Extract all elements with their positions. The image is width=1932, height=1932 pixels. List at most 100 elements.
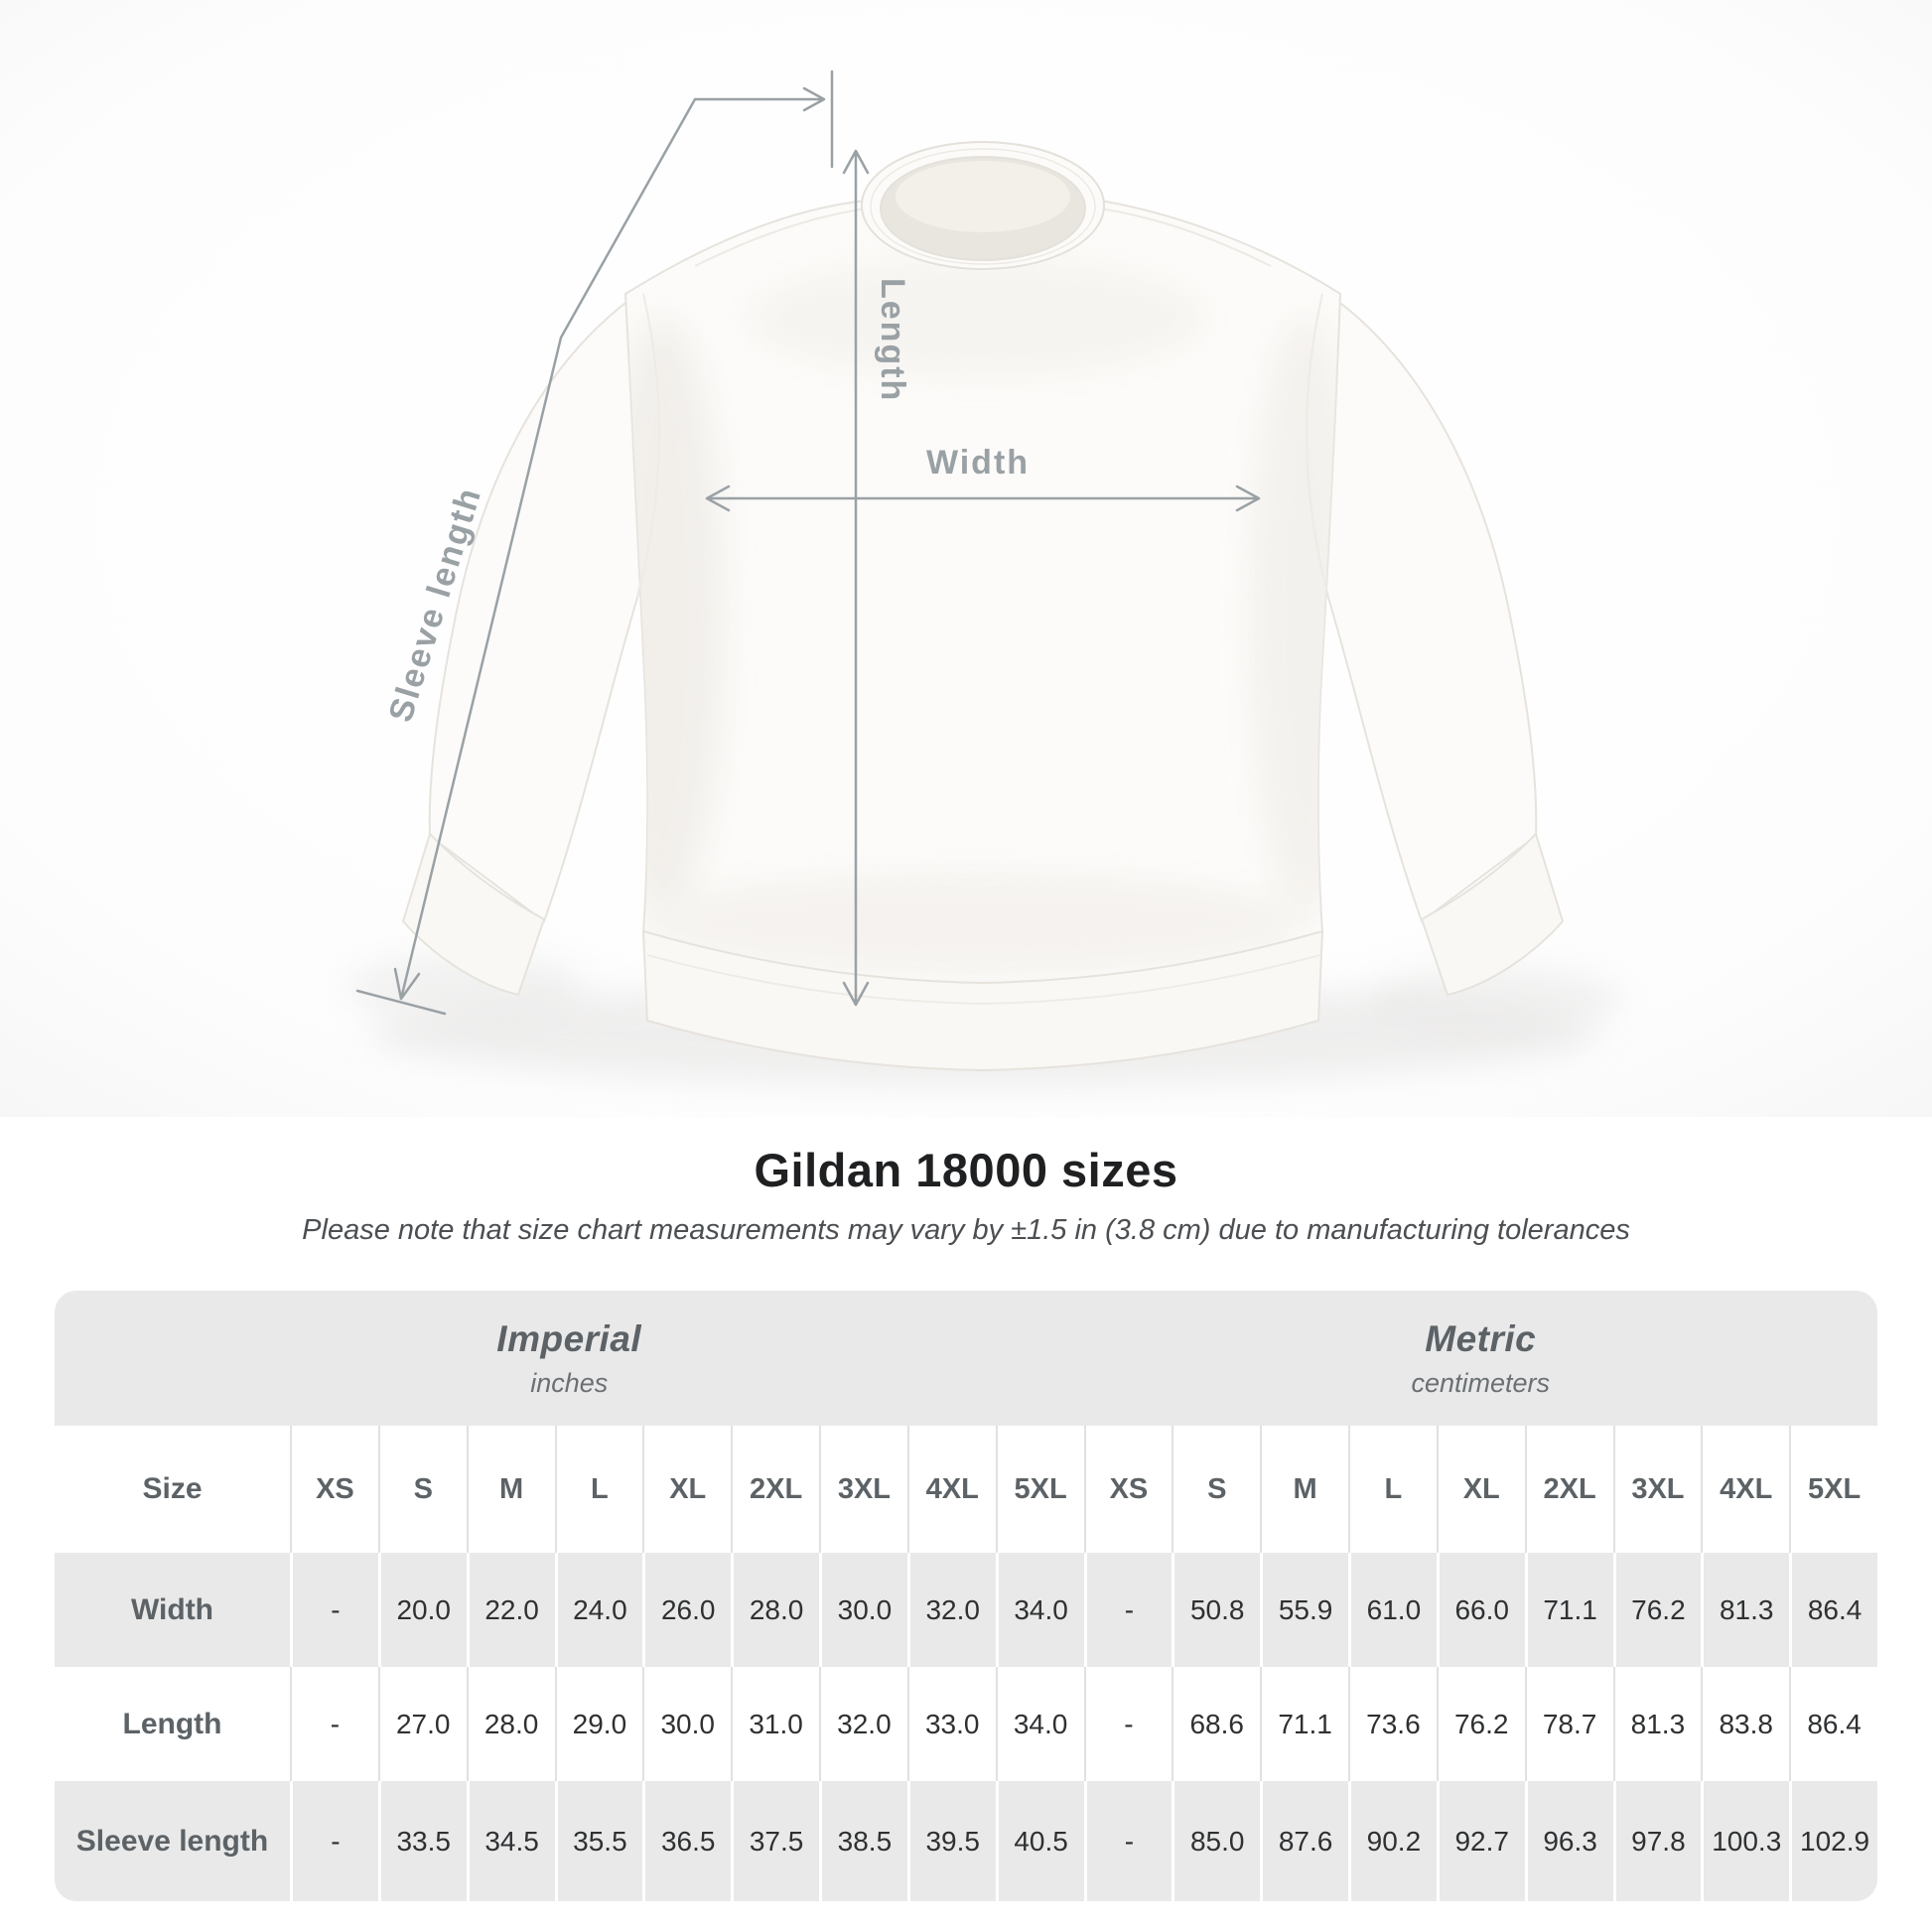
table-row-sleeve-length: Sleeve length - 33.5 34.5 35.5 36.5 37.5… [55,1781,1877,1901]
collar-band [861,141,1106,270]
table-cell: 81.3 [1701,1553,1789,1667]
table-cell: 34.5 [466,1781,555,1901]
table-cell: - [1083,1553,1173,1667]
table-cell: 34.0 [995,1667,1084,1781]
table-cell: 28.0 [731,1553,819,1667]
table-cell: 37.5 [731,1781,819,1901]
imperial-label: Imperial [496,1317,642,1359]
table-cell: 39.5 [906,1781,996,1901]
table-cell: 55.9 [1260,1553,1348,1667]
product-measurement-figure: Length Width Sleeve length [0,0,1932,1117]
row-label: Length [122,1707,222,1740]
table-cell: 34.0 [995,1553,1084,1667]
table-cell: 28.0 [466,1667,555,1781]
table-cell: 33.0 [906,1667,996,1781]
table-cell: 61.0 [1348,1553,1437,1667]
tolerance-note: Please note that size chart measurements… [302,1214,1630,1246]
column-header: S [1172,1426,1260,1553]
table-cell: 33.5 [377,1781,467,1901]
column-header: 4XL [1701,1426,1789,1553]
length-label: Length [874,278,911,402]
table-cell: 22.0 [466,1553,555,1667]
column-header: S [377,1426,467,1553]
dimension-lines [355,69,1261,1016]
metric-label: Metric [1425,1317,1537,1359]
table-cell: - [290,1667,378,1781]
unit-header-band: Imperial inches Metric centimeters [55,1291,1877,1426]
table-cell: 97.8 [1612,1781,1702,1901]
table-cell: 26.0 [642,1553,731,1667]
table-cell: 92.7 [1436,1781,1525,1901]
table-cell: 87.6 [1260,1781,1348,1901]
table-cell: 85.0 [1172,1781,1260,1901]
row-label: Sleeve length [75,1824,269,1858]
table-cell: - [1083,1781,1173,1901]
table-cell: 90.2 [1348,1781,1437,1901]
table-row-width: Width - 20.0 22.0 24.0 26.0 28.0 30.0 32… [55,1553,1877,1667]
table-cell: 66.0 [1436,1553,1525,1667]
imperial-unit: inches [530,1367,609,1398]
column-header: M [466,1426,555,1553]
table-cell: - [290,1781,378,1901]
column-header: 3XL [819,1426,907,1553]
table-cell: 83.8 [1701,1667,1789,1781]
table-cell: 29.0 [554,1667,643,1781]
column-header: 5XL [1789,1426,1877,1553]
table-cell: 24.0 [554,1553,643,1667]
column-header: 5XL [995,1426,1084,1553]
column-header: 4XL [906,1426,996,1553]
table-cell: 71.1 [1260,1667,1348,1781]
metric-unit: centimeters [1411,1367,1551,1398]
table-cell: 31.0 [731,1667,819,1781]
table-cell: 78.7 [1524,1667,1613,1781]
table-cell: 38.5 [819,1781,907,1901]
table-cell: 35.5 [554,1781,643,1901]
table-cell: 71.1 [1524,1553,1613,1667]
left-cuff [401,832,546,997]
column-header: L [1348,1426,1437,1553]
table-cell: 96.3 [1524,1781,1613,1901]
table-cell: 76.2 [1612,1553,1702,1667]
table-cell: 86.4 [1789,1667,1877,1781]
table-cell: 36.5 [642,1781,731,1901]
table-cell: 68.6 [1172,1667,1260,1781]
table-cell: 20.0 [377,1553,467,1667]
table-cell: 81.3 [1612,1667,1702,1781]
column-header: XL [642,1426,731,1553]
hem-band [641,929,1324,1072]
length-dimension-line [842,149,870,1007]
column-header: 3XL [1612,1426,1702,1553]
table-cell: 50.8 [1172,1553,1260,1667]
table-cell: 30.0 [642,1667,731,1781]
size-header-label: Size [142,1472,203,1505]
column-header: 2XL [731,1426,819,1553]
table-cell: 76.2 [1436,1667,1525,1781]
column-header: 2XL [1524,1426,1613,1553]
table-cell: 102.9 [1789,1781,1877,1901]
imperial-group-header: Imperial inches [55,1291,1084,1426]
sleeve-length-dimension-line [355,69,834,1016]
page-title: Gildan 18000 sizes [754,1144,1178,1196]
table-cell: 100.3 [1701,1781,1789,1901]
column-header: XS [1083,1426,1173,1553]
table-row-length: Length - 27.0 28.0 29.0 30.0 31.0 32.0 3… [55,1667,1877,1781]
table-cell: 86.4 [1789,1553,1877,1667]
table-cell: 30.0 [819,1553,907,1667]
column-header: XS [290,1426,378,1553]
metric-group-header: Metric centimeters [1084,1291,1878,1426]
table-cell: 27.0 [377,1667,467,1781]
table-cell: - [290,1553,378,1667]
size-chart-table: Imperial inches Metric centimeters Size … [55,1291,1877,1901]
sweatshirt-figure: Length Width Sleeve length [0,0,1932,1117]
table-row-size-header: Size XS S M L XL 2XL 3XL 4XL 5XL XS S M … [55,1426,1877,1553]
table-cell: 32.0 [819,1667,907,1781]
row-label: Width [130,1592,214,1626]
column-header: M [1260,1426,1348,1553]
right-cuff [1420,832,1565,997]
table-cell: 73.6 [1348,1667,1437,1781]
column-header: XL [1436,1426,1525,1553]
table-cell: 40.5 [995,1781,1084,1901]
width-dimension-line [705,484,1261,512]
table-cell: - [1083,1667,1173,1781]
width-label: Width [926,444,1030,482]
